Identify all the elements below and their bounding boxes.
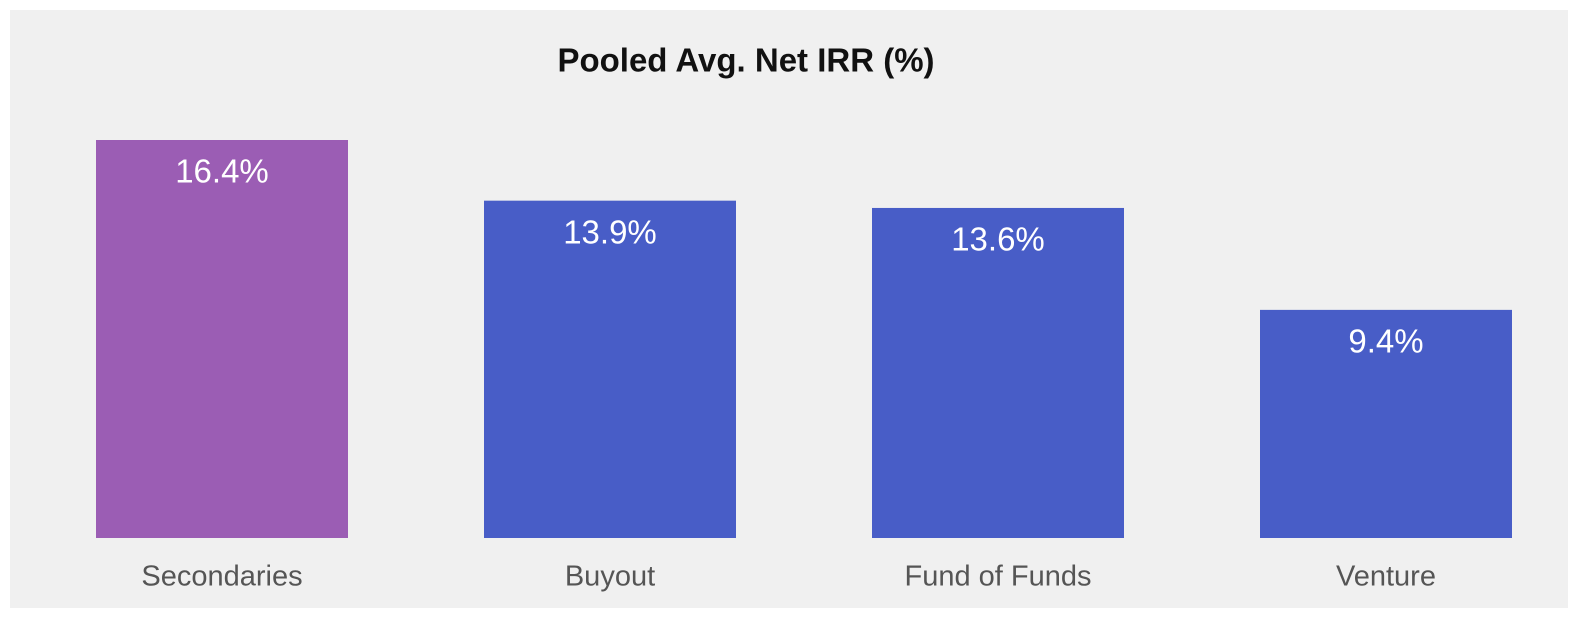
value-label: 13.9% [563, 213, 657, 250]
bar [1260, 309, 1512, 538]
x-tick-label: Fund of Funds [905, 561, 1092, 593]
bar [872, 207, 1124, 538]
x-tick-label: Buyout [565, 561, 655, 593]
value-label: 16.4% [175, 153, 269, 190]
bar [96, 140, 348, 538]
value-label: 9.4% [1348, 323, 1423, 360]
x-tick-label: Secondaries [141, 561, 302, 593]
chart-title: Pooled Avg. Net IRR (%) [557, 42, 934, 79]
value-label: 13.6% [951, 221, 1045, 258]
bar [484, 200, 736, 539]
x-tick-label: Venture [1336, 561, 1436, 593]
